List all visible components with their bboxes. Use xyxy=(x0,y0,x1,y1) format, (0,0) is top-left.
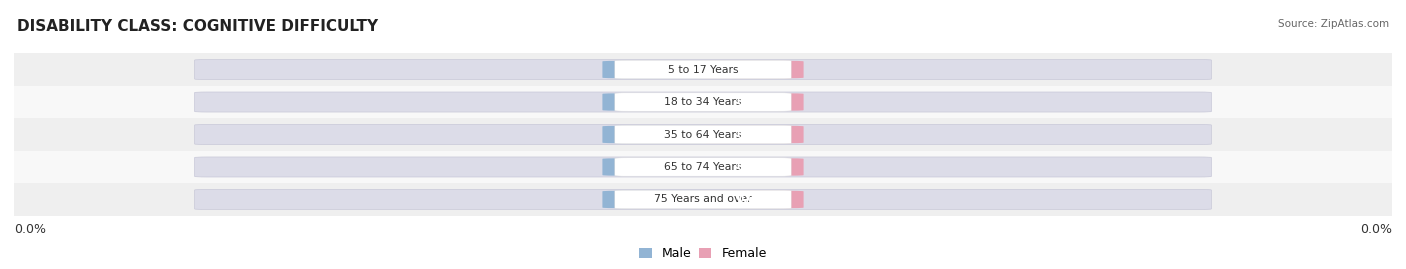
Text: 0.0%: 0.0% xyxy=(737,97,766,107)
FancyBboxPatch shape xyxy=(194,189,1212,210)
Text: 0.0%: 0.0% xyxy=(640,129,669,140)
Text: 65 to 74 Years: 65 to 74 Years xyxy=(664,162,742,172)
Text: 35 to 64 Years: 35 to 64 Years xyxy=(664,129,742,140)
FancyBboxPatch shape xyxy=(194,59,1212,80)
FancyBboxPatch shape xyxy=(614,158,792,176)
FancyBboxPatch shape xyxy=(602,61,707,78)
FancyBboxPatch shape xyxy=(194,157,1212,177)
FancyBboxPatch shape xyxy=(614,60,792,79)
Bar xyxy=(14,151,1392,183)
FancyBboxPatch shape xyxy=(614,125,792,144)
FancyBboxPatch shape xyxy=(699,126,804,143)
Bar xyxy=(14,183,1392,216)
Text: 0.0%: 0.0% xyxy=(640,162,669,172)
Legend: Male, Female: Male, Female xyxy=(637,245,769,263)
Bar xyxy=(14,118,1392,151)
FancyBboxPatch shape xyxy=(602,158,707,176)
FancyBboxPatch shape xyxy=(602,93,707,111)
Text: 75 Years and over: 75 Years and over xyxy=(654,194,752,204)
FancyBboxPatch shape xyxy=(699,93,804,111)
FancyBboxPatch shape xyxy=(194,125,1212,144)
Text: 0.0%: 0.0% xyxy=(737,129,766,140)
FancyBboxPatch shape xyxy=(602,191,707,208)
Text: 0.0%: 0.0% xyxy=(640,194,669,204)
Text: 0.0%: 0.0% xyxy=(640,97,669,107)
Text: 0.0%: 0.0% xyxy=(737,194,766,204)
FancyBboxPatch shape xyxy=(699,191,804,208)
FancyBboxPatch shape xyxy=(614,190,792,209)
Text: 0.0%: 0.0% xyxy=(14,223,46,236)
Text: 0.0%: 0.0% xyxy=(640,65,669,75)
Text: 0.0%: 0.0% xyxy=(1360,223,1392,236)
FancyBboxPatch shape xyxy=(194,92,1212,112)
Text: 0.0%: 0.0% xyxy=(737,65,766,75)
Text: 5 to 17 Years: 5 to 17 Years xyxy=(668,65,738,75)
FancyBboxPatch shape xyxy=(614,93,792,111)
Text: 0.0%: 0.0% xyxy=(737,162,766,172)
FancyBboxPatch shape xyxy=(602,126,707,143)
Bar xyxy=(14,86,1392,118)
Bar xyxy=(14,53,1392,86)
FancyBboxPatch shape xyxy=(699,158,804,176)
Text: 18 to 34 Years: 18 to 34 Years xyxy=(664,97,742,107)
FancyBboxPatch shape xyxy=(699,61,804,78)
Text: Source: ZipAtlas.com: Source: ZipAtlas.com xyxy=(1278,19,1389,29)
Text: DISABILITY CLASS: COGNITIVE DIFFICULTY: DISABILITY CLASS: COGNITIVE DIFFICULTY xyxy=(17,19,378,34)
